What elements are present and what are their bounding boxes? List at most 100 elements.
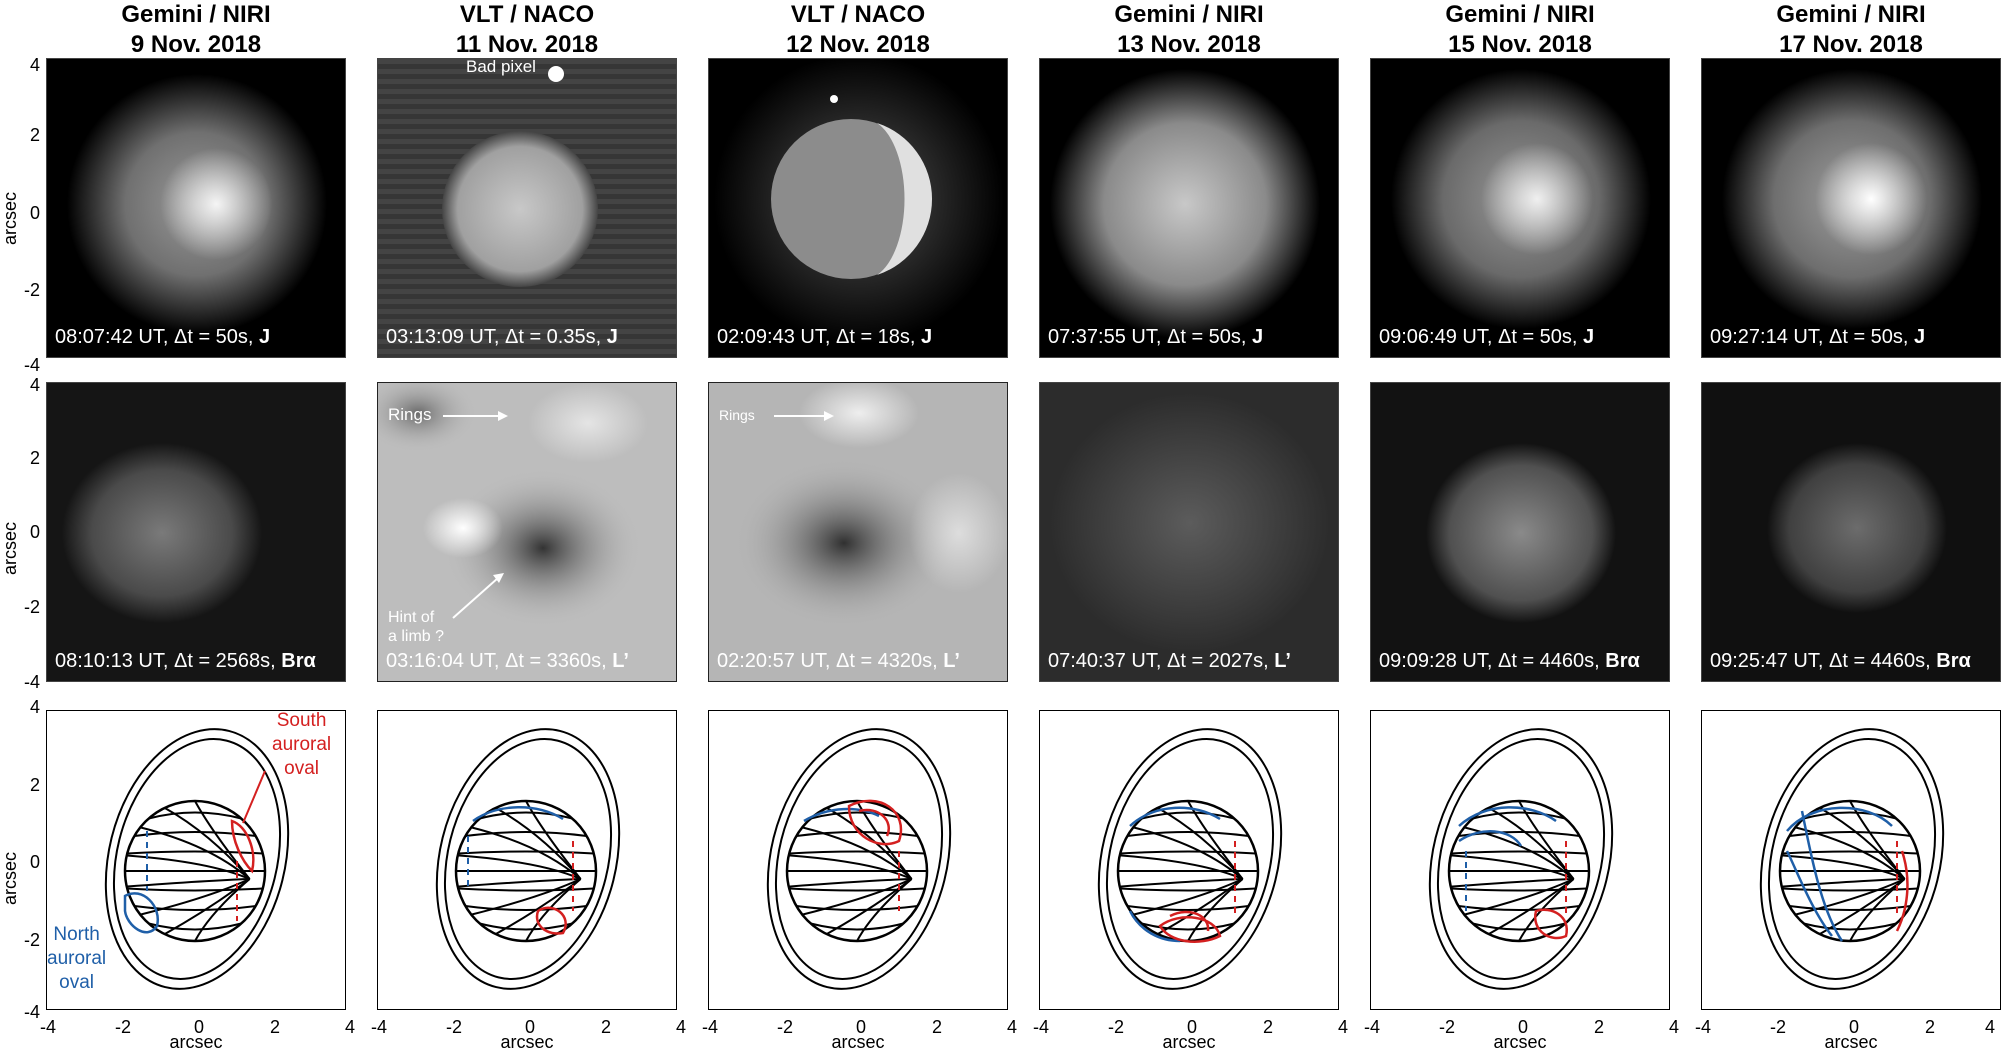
image-caption: 09:27:14 UT, Δt = 50s, J bbox=[1710, 326, 1926, 348]
latitude-line bbox=[789, 887, 925, 892]
image-caption: 07:40:37 UT, Δt = 2027s, L’ bbox=[1048, 650, 1291, 672]
j-band-image-5: 09:06:49 UT, Δt = 50s, J bbox=[1370, 58, 1670, 358]
limb-hint-label: Hint of a limb ? bbox=[388, 609, 445, 645]
x-tick: 4 bbox=[1337, 1017, 1348, 1037]
x-tick: -4 bbox=[1694, 1017, 1711, 1037]
x-tick: 4 bbox=[1006, 1017, 1017, 1037]
x-tick: -2 bbox=[445, 1017, 462, 1037]
inner-ring bbox=[112, 738, 282, 980]
south-auroral-oval bbox=[1895, 850, 1909, 932]
x-tick: 4 bbox=[1984, 1017, 1995, 1037]
image-caption: 09:25:47 UT, Δt = 4460s, Brα bbox=[1710, 650, 1971, 672]
y-tick: -2 bbox=[23, 280, 40, 300]
y-tick: -4 bbox=[23, 672, 40, 692]
longitude-line bbox=[1795, 878, 1906, 916]
geometry-diagram-5 bbox=[1370, 710, 1670, 1010]
outer-ring bbox=[1428, 728, 1614, 990]
x-axis-label: arcsec bbox=[831, 1032, 885, 1052]
latitude-line bbox=[796, 905, 918, 911]
geometry-diagram-4 bbox=[1039, 710, 1339, 1010]
y-tick: 0 bbox=[29, 852, 40, 872]
j-band-image-4: 07:37:55 UT, Δt = 50s, J bbox=[1039, 58, 1339, 358]
x-tick: 2 bbox=[1593, 1017, 1604, 1037]
x-tick: 2 bbox=[1262, 1017, 1273, 1037]
longitude-line bbox=[495, 807, 582, 880]
latitude-line bbox=[134, 905, 256, 911]
inner-ring bbox=[1436, 738, 1606, 980]
col-title-3: VLT / NACO 12 Nov. 2018 bbox=[786, 1, 930, 58]
image-caption: 03:16:04 UT, Δt = 3360s, L’ bbox=[386, 650, 629, 672]
j-band-image-2: Bad pixel 03:13:09 UT, Δt = 0.35s, J bbox=[377, 58, 677, 358]
outer-ring bbox=[104, 728, 290, 990]
longitude-line bbox=[1133, 826, 1244, 880]
mid-band-image-3: Rings 02:20:57 UT, Δt = 4320s, L’ bbox=[708, 382, 1008, 682]
longitude-line bbox=[140, 826, 251, 880]
y-tick: -2 bbox=[23, 597, 40, 617]
north-auroral-oval bbox=[472, 806, 564, 823]
planet-bright-limb bbox=[117, 124, 277, 284]
inner-ring bbox=[774, 738, 944, 980]
inner-ring bbox=[1105, 738, 1275, 980]
bad-pixel-marker bbox=[548, 66, 564, 82]
y-tick: 2 bbox=[29, 775, 40, 795]
y-tick: 4 bbox=[29, 55, 40, 75]
outer-ring bbox=[766, 728, 952, 990]
latitude-line bbox=[1803, 922, 1897, 931]
longitude-line bbox=[1450, 854, 1575, 880]
longitude-line bbox=[1133, 878, 1244, 916]
y-tick: 4 bbox=[29, 375, 40, 395]
mid-band-image-2: Rings Hint of a limb ? 03:16:04 UT, Δt = … bbox=[377, 382, 677, 682]
longitude-line bbox=[788, 854, 913, 880]
x-tick: 0 bbox=[1186, 1017, 1197, 1037]
y-tick: 0 bbox=[29, 203, 40, 223]
x-tick: -4 bbox=[701, 1017, 718, 1037]
longitude-line bbox=[140, 878, 251, 916]
col-title-6: Gemini / NIRI 17 Nov. 2018 bbox=[1776, 1, 1926, 58]
x-tick: -4 bbox=[1363, 1017, 1380, 1037]
latitude-line bbox=[148, 811, 242, 820]
x-tick: 4 bbox=[1668, 1017, 1679, 1037]
longitude-line bbox=[194, 878, 251, 942]
x-axis-label: arcsec bbox=[1162, 1032, 1216, 1052]
longitude-line bbox=[1119, 854, 1244, 880]
latitude-line bbox=[789, 850, 925, 855]
longitude-line bbox=[457, 878, 581, 888]
x-tick: 0 bbox=[855, 1017, 866, 1037]
image-caption: 09:06:49 UT, Δt = 50s, J bbox=[1379, 326, 1595, 348]
north-auroral-oval bbox=[803, 807, 880, 823]
north-oval-label: North auroral oval bbox=[47, 924, 107, 993]
x-tick: 0 bbox=[524, 1017, 535, 1037]
x-tick: -2 bbox=[114, 1017, 131, 1037]
latitude-line bbox=[796, 831, 918, 837]
latitude-line bbox=[1127, 831, 1249, 837]
x-tick: 0 bbox=[193, 1017, 204, 1037]
y-tick: 4 bbox=[29, 697, 40, 717]
x-axis-label: arcsec bbox=[169, 1032, 223, 1052]
image-caption: 03:13:09 UT, Δt = 0.35s, J bbox=[386, 326, 618, 348]
y-tick: 0 bbox=[29, 522, 40, 542]
geometry-diagram-3 bbox=[708, 710, 1008, 1010]
x-tick: 4 bbox=[344, 1017, 355, 1037]
x-tick: 2 bbox=[600, 1017, 611, 1037]
longitude-line bbox=[457, 854, 582, 880]
outer-ring bbox=[435, 728, 621, 990]
latitude-line bbox=[1120, 850, 1256, 855]
longitude-line bbox=[1781, 854, 1906, 880]
south-auroral-oval bbox=[1533, 908, 1569, 940]
longitude-line bbox=[471, 878, 582, 916]
x-tick: -2 bbox=[1107, 1017, 1124, 1037]
latitude-line bbox=[127, 850, 263, 855]
y-tick: 2 bbox=[29, 125, 40, 145]
x-axis-label: arcsec bbox=[500, 1032, 554, 1052]
latitude-line bbox=[1803, 811, 1897, 820]
longitude-line bbox=[1781, 878, 1905, 888]
geometry-diagram-6 bbox=[1701, 710, 2001, 1010]
north-auroral-oval bbox=[1128, 806, 1221, 943]
latitude-line bbox=[479, 922, 573, 931]
image-caption: 02:20:57 UT, Δt = 4320s, L’ bbox=[717, 650, 960, 672]
image-caption: 09:09:28 UT, Δt = 4460s, Brα bbox=[1379, 650, 1640, 672]
planet-disk bbox=[1767, 443, 1947, 613]
pointer-arrow-line bbox=[242, 770, 266, 824]
y-tick: -4 bbox=[23, 1002, 40, 1022]
planet-disk bbox=[1050, 393, 1330, 653]
